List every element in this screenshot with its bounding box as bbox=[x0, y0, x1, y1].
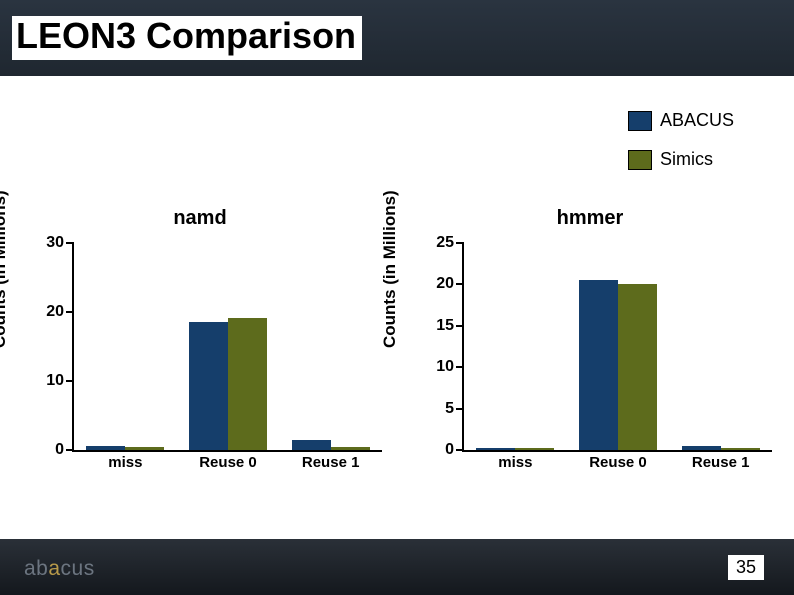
y-tick-label: 30 bbox=[46, 234, 64, 252]
logo-text: abacus bbox=[24, 557, 95, 580]
y-tick bbox=[66, 380, 74, 382]
bar-abacus bbox=[579, 280, 618, 450]
logo: abacus bbox=[24, 557, 95, 581]
charts-area: namd Counts (in Millions) 0102030missReu… bbox=[10, 235, 780, 480]
y-tick bbox=[66, 242, 74, 244]
bar-abacus bbox=[476, 448, 515, 450]
footer-bar: abacus 35 bbox=[0, 539, 794, 595]
bar-simics bbox=[125, 447, 164, 450]
plot-area: 0510152025missReuse 0Reuse 1 bbox=[462, 243, 772, 452]
y-tick-label: 20 bbox=[46, 303, 64, 321]
y-tick-label: 0 bbox=[445, 441, 454, 459]
y-tick-label: 10 bbox=[46, 372, 64, 390]
legend-item-simics: Simics bbox=[628, 149, 734, 170]
y-tick bbox=[456, 449, 464, 451]
y-axis-label: Counts (in Millions) bbox=[0, 190, 10, 348]
y-tick bbox=[456, 242, 464, 244]
x-category-label: Reuse 1 bbox=[302, 454, 360, 471]
plot-area: 0102030missReuse 0Reuse 1 bbox=[72, 243, 382, 452]
y-tick-label: 20 bbox=[436, 275, 454, 293]
page-number: 35 bbox=[728, 555, 764, 580]
header-bar: LEON3 Comparison bbox=[0, 0, 794, 76]
x-category-label: Reuse 0 bbox=[589, 454, 647, 471]
x-category-label: miss bbox=[498, 454, 532, 471]
y-tick-label: 10 bbox=[436, 358, 454, 376]
bar-simics bbox=[618, 284, 657, 450]
bar-simics bbox=[515, 448, 554, 450]
bar-abacus bbox=[292, 440, 331, 450]
bar-abacus bbox=[189, 322, 228, 450]
bar-simics bbox=[721, 448, 760, 450]
bar-simics bbox=[228, 318, 267, 450]
chart-title: namd bbox=[173, 207, 226, 230]
y-tick bbox=[456, 283, 464, 285]
y-tick bbox=[456, 366, 464, 368]
legend: ABACUS Simics bbox=[628, 110, 734, 170]
x-category-label: Reuse 0 bbox=[199, 454, 257, 471]
bar-abacus bbox=[86, 446, 125, 450]
x-category-label: Reuse 1 bbox=[692, 454, 750, 471]
legend-label: Simics bbox=[660, 149, 713, 170]
legend-swatch-simics bbox=[628, 150, 652, 170]
page-title: LEON3 Comparison bbox=[12, 16, 362, 60]
bar-abacus bbox=[682, 446, 721, 450]
y-tick-label: 5 bbox=[445, 400, 454, 418]
y-tick-label: 25 bbox=[436, 234, 454, 252]
y-tick bbox=[456, 408, 464, 410]
chart-panel-hmmer: hmmer Counts (in Millions) 0510152025mis… bbox=[400, 235, 780, 480]
chart-title: hmmer bbox=[557, 207, 624, 230]
bar-simics bbox=[331, 447, 370, 450]
y-tick-label: 0 bbox=[55, 441, 64, 459]
y-axis-label: Counts (in Millions) bbox=[380, 190, 400, 348]
y-tick bbox=[456, 325, 464, 327]
legend-label: ABACUS bbox=[660, 110, 734, 131]
y-tick bbox=[66, 449, 74, 451]
y-tick bbox=[66, 311, 74, 313]
legend-item-abacus: ABACUS bbox=[628, 110, 734, 131]
y-tick-label: 15 bbox=[436, 317, 454, 335]
chart-panel-namd: namd Counts (in Millions) 0102030missReu… bbox=[10, 235, 390, 480]
legend-swatch-abacus bbox=[628, 111, 652, 131]
x-category-label: miss bbox=[108, 454, 142, 471]
